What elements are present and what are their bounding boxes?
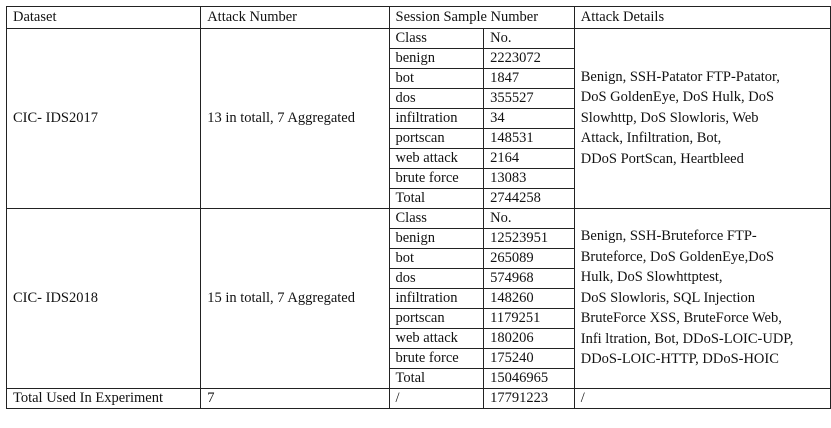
header-row: Dataset Attack Number Session Sample Num… bbox=[5, 6, 831, 29]
class-cell: portscan bbox=[388, 307, 485, 329]
class-cell: brute force bbox=[388, 347, 485, 369]
class-cell: Total bbox=[388, 367, 485, 389]
table-row: dos 355527 bbox=[7, 87, 831, 109]
class-header: Class bbox=[388, 27, 485, 49]
count-cell: 2744258 bbox=[483, 187, 575, 209]
header-attack-number: Attack Number bbox=[200, 6, 390, 29]
count-cell: 148260 bbox=[483, 287, 575, 309]
dataset-summary-table: Dataset Attack Number Session Sample Num… bbox=[5, 6, 831, 409]
footer-row: Total Used In Experiment 7 / 17791223 / bbox=[5, 387, 831, 409]
count-cell: 1179251 bbox=[483, 307, 575, 329]
table-row: infiltration 148260 bbox=[7, 287, 831, 309]
table-row: bot 265089 bbox=[7, 247, 831, 269]
count-cell: 175240 bbox=[483, 347, 575, 369]
class-header: Class bbox=[388, 207, 485, 229]
class-cell: web attack bbox=[388, 147, 485, 169]
count-cell: 13083 bbox=[483, 167, 575, 189]
count-cell: 1847 bbox=[483, 67, 575, 89]
no-header: No. bbox=[483, 27, 575, 49]
count-cell: 265089 bbox=[483, 247, 575, 269]
attack-number: 15 in totall, 7 Aggregated bbox=[200, 207, 390, 389]
table-row: CIC- IDS2017 13 in totall, 7 Aggregated … bbox=[5, 27, 831, 209]
count-cell: 2164 bbox=[483, 147, 575, 169]
dataset-name: CIC- IDS2018 bbox=[5, 207, 202, 389]
header-dataset: Dataset bbox=[5, 6, 202, 29]
detail-line: DoS GoldenEye, DoS Hulk, DoS bbox=[580, 89, 775, 106]
header-session-sample-number: Session Sample Number bbox=[388, 6, 575, 29]
attack-number: 13 in totall, 7 Aggregated bbox=[200, 27, 390, 209]
class-cell: infiltration bbox=[388, 287, 485, 309]
detail-line: Infi ltration, Bot, DDoS-LOIC-UDP, bbox=[580, 330, 794, 347]
class-cell: bot bbox=[388, 247, 485, 269]
count-cell: 2223072 bbox=[483, 47, 575, 69]
detail-line: DDoS PortScan, Heartbleed bbox=[580, 150, 744, 167]
count-cell: 148531 bbox=[483, 127, 575, 149]
class-cell: dos bbox=[388, 87, 485, 109]
attack-details: Benign, SSH-Bruteforce FTP- Bruteforce, … bbox=[573, 207, 831, 389]
class-cell: web attack bbox=[388, 327, 485, 349]
count-cell: 12523951 bbox=[483, 227, 575, 249]
detail-line: BruteForce XSS, BruteForce Web, bbox=[580, 310, 782, 327]
count-cell: 180206 bbox=[483, 327, 575, 349]
class-cell: benign bbox=[388, 227, 485, 249]
detail-line: DoS Slowloris, SQL Injection bbox=[580, 289, 756, 306]
table-row: CIC- IDS2018 15 in totall, 7 Aggregated … bbox=[5, 207, 831, 389]
dataset-name: CIC- IDS2017 bbox=[5, 27, 202, 209]
attack-details: Benign, SSH-Patator FTP-Patator, DoS Gol… bbox=[573, 27, 831, 209]
table-row: dos 574968 bbox=[7, 267, 831, 289]
table-row: Total 2744258 bbox=[7, 187, 831, 209]
detail-line: Benign, SSH-Bruteforce FTP- bbox=[580, 228, 757, 245]
no-header: No. bbox=[483, 207, 575, 229]
table-row: portscan 148531 bbox=[7, 127, 831, 149]
header-attack-details: Attack Details bbox=[573, 6, 831, 29]
class-cell: bot bbox=[388, 67, 485, 89]
detail-line: Slowhttp, DoS Slowloris, Web bbox=[580, 109, 759, 126]
detail-line: Attack, Infiltration, Bot, bbox=[580, 130, 722, 147]
table-row: brute force 13083 bbox=[7, 167, 831, 189]
class-cell: dos bbox=[388, 267, 485, 289]
detail-line: Hulk, DoS Slowhttptest, bbox=[580, 269, 723, 286]
footer-details: / bbox=[573, 387, 831, 409]
footer-count: 17791223 bbox=[483, 387, 575, 409]
table-row: benign 12523951 bbox=[7, 227, 831, 249]
class-cell: benign bbox=[388, 47, 485, 69]
detail-line: Benign, SSH-Patator FTP-Patator, bbox=[580, 68, 780, 85]
count-cell: 355527 bbox=[483, 87, 575, 109]
class-cell: brute force bbox=[388, 167, 485, 189]
table-row: portscan 1179251 bbox=[7, 307, 831, 329]
count-cell: 15046965 bbox=[483, 367, 575, 389]
count-cell: 34 bbox=[483, 107, 575, 129]
class-cell: infiltration bbox=[388, 107, 485, 129]
count-cell: 574968 bbox=[483, 267, 575, 289]
class-cell: Total bbox=[388, 187, 485, 209]
footer-attack-number: 7 bbox=[200, 387, 390, 409]
detail-line: DDoS-LOIC-HTTP, DDoS-HOIC bbox=[580, 351, 779, 368]
footer-label: Total Used In Experiment bbox=[5, 387, 202, 409]
footer-class: / bbox=[388, 387, 485, 409]
detail-line: Bruteforce, DoS GoldenEye,DoS bbox=[580, 248, 775, 265]
class-cell: portscan bbox=[388, 127, 485, 149]
